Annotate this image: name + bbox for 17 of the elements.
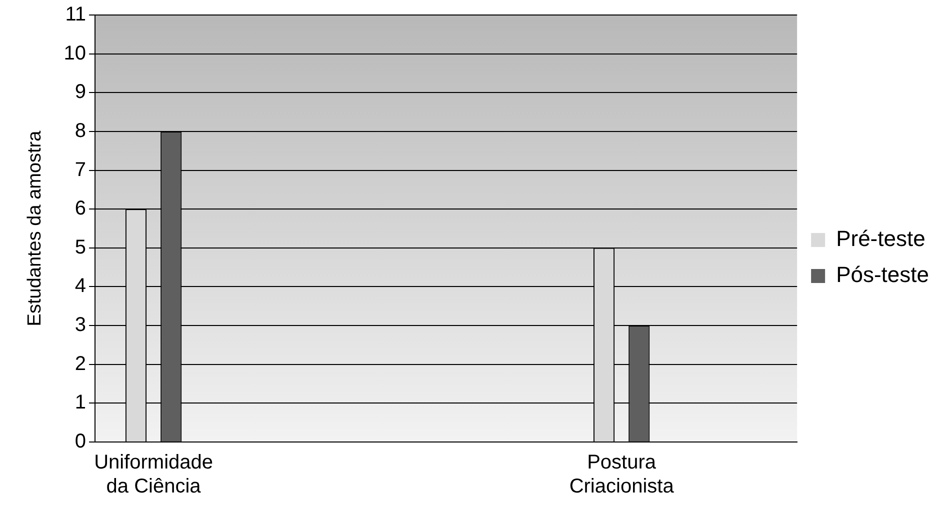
x-tick-label: Postura Criacionista [569,452,675,498]
y-tick-label: 6 [74,198,86,220]
y-axis-title: Estudantes da amostra [24,130,46,326]
y-tick-label: 5 [74,236,86,258]
y-tick-label: 1 [74,392,86,414]
legend-label: Pré-teste [836,226,926,252]
y-tick-label: 8 [74,120,86,142]
y-tick-label: 3 [74,314,86,336]
legend-label: Pós-teste [836,262,930,288]
y-tick-label: 2 [74,352,86,375]
y-tick-label: 4 [74,275,86,298]
y-tick-label: 10 [64,42,86,64]
y-tick-label: 0 [74,430,86,453]
x-tick-label: Uniformidade da Ciência [94,452,214,498]
y-tick-label: 11 [65,4,86,26]
y-tick-label: 9 [74,81,86,104]
y-tick-label: 7 [74,158,86,181]
